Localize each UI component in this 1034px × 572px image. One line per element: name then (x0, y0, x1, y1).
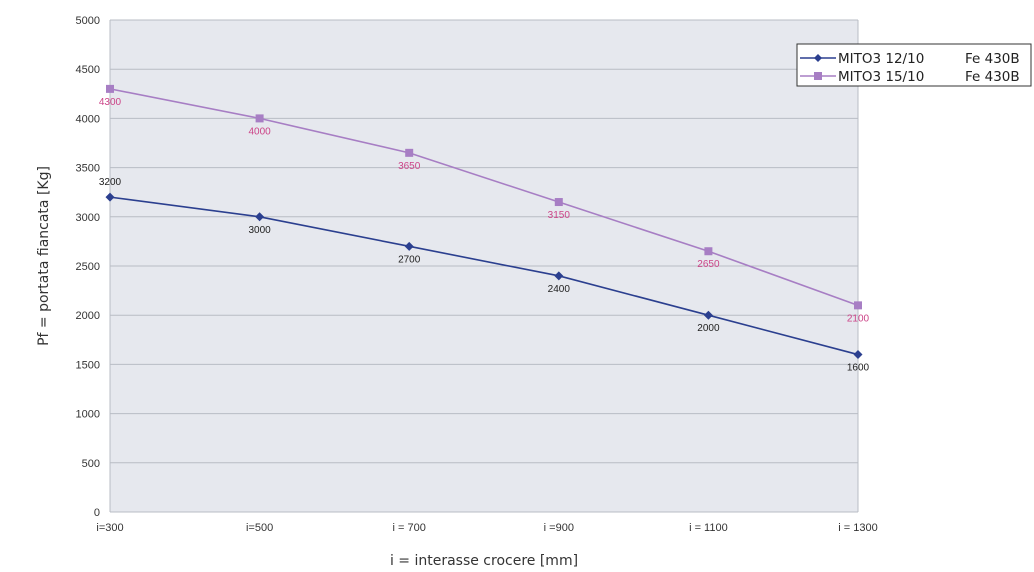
y-tick-label: 500 (82, 458, 100, 470)
data-label: 4300 (99, 97, 122, 108)
data-label: 2100 (847, 313, 870, 324)
series-1: 3200 3000 2700 2400 2000 1600 (99, 177, 870, 373)
y-tick-label: 2000 (76, 310, 100, 322)
legend: MITO3 12/10 Fe 430B MITO3 15/10 Fe 430B (796, 43, 1032, 87)
data-point (704, 247, 713, 256)
x-tick-label: i = 1100 (689, 522, 728, 534)
data-point (255, 212, 265, 222)
data-label: 2000 (697, 323, 720, 334)
data-point (554, 271, 564, 281)
y-tick-label: 4500 (76, 64, 100, 76)
x-axis-title: i = interasse crocere [mm] (390, 553, 578, 569)
data-label: 2650 (697, 259, 720, 270)
y-axis-ticks: 0 500 1000 1500 2000 2500 3000 3500 4000 4500 5000 (76, 15, 100, 519)
y-tick-label: 1000 (76, 409, 100, 421)
data-label: 3200 (99, 177, 122, 188)
y-tick-label: 2500 (76, 261, 100, 273)
data-point (703, 310, 713, 320)
y-tick-label: 4000 (76, 113, 100, 125)
data-point (405, 148, 414, 157)
x-tick-label: i = 1300 (838, 522, 877, 534)
gridlines (109, 19, 859, 513)
y-tick-label: 3500 (76, 163, 100, 175)
legend-marker (814, 54, 822, 62)
data-label: 3000 (248, 225, 271, 236)
x-tick-label: i = 700 (393, 522, 426, 534)
data-label: 2700 (398, 254, 421, 265)
data-point (404, 241, 414, 251)
x-tick-label: i=500 (246, 522, 273, 534)
data-label: 1600 (847, 363, 870, 374)
legend-marker (814, 72, 822, 80)
y-tick-label: 3000 (76, 212, 100, 224)
data-label: 3650 (398, 161, 421, 172)
data-label: 4000 (248, 126, 271, 137)
y-axis-title: Pf = portata fiancata [Kg] (36, 166, 52, 346)
legend-item: MITO3 12/10 Fe 430B (800, 51, 1020, 67)
legend-series-name: MITO3 15/10 (838, 69, 924, 85)
x-tick-label: i =900 (544, 522, 574, 534)
series-group: 3200 3000 2700 2400 2000 1600 4300 4000 3650 3150… (99, 84, 870, 374)
legend-item: MITO3 15/10 Fe 430B (800, 69, 1020, 85)
data-point (105, 192, 115, 202)
data-label: 2400 (548, 284, 571, 295)
x-axis-ticks: i=300 i=500 i = 700 i =900 i = 1100 i = 1300 (96, 522, 877, 534)
series-line (109, 88, 859, 307)
legend-series-material: Fe 430B (965, 51, 1020, 67)
legend-box (796, 43, 1032, 87)
data-point (854, 301, 862, 310)
x-tick-label: i=300 (96, 522, 123, 534)
legend-series-name: MITO3 12/10 (838, 51, 924, 67)
data-point (554, 198, 563, 207)
data-point (255, 114, 264, 123)
y-tick-label: 0 (94, 507, 100, 519)
data-label: 3150 (548, 210, 571, 221)
data-point (853, 350, 863, 360)
series-line (109, 196, 859, 356)
y-tick-label: 5000 (76, 15, 100, 27)
data-point (106, 84, 114, 93)
y-tick-label: 1500 (76, 359, 100, 371)
series-2: 4300 4000 3650 3150 2650 2100 (99, 84, 870, 324)
legend-series-material: Fe 430B (965, 69, 1020, 85)
